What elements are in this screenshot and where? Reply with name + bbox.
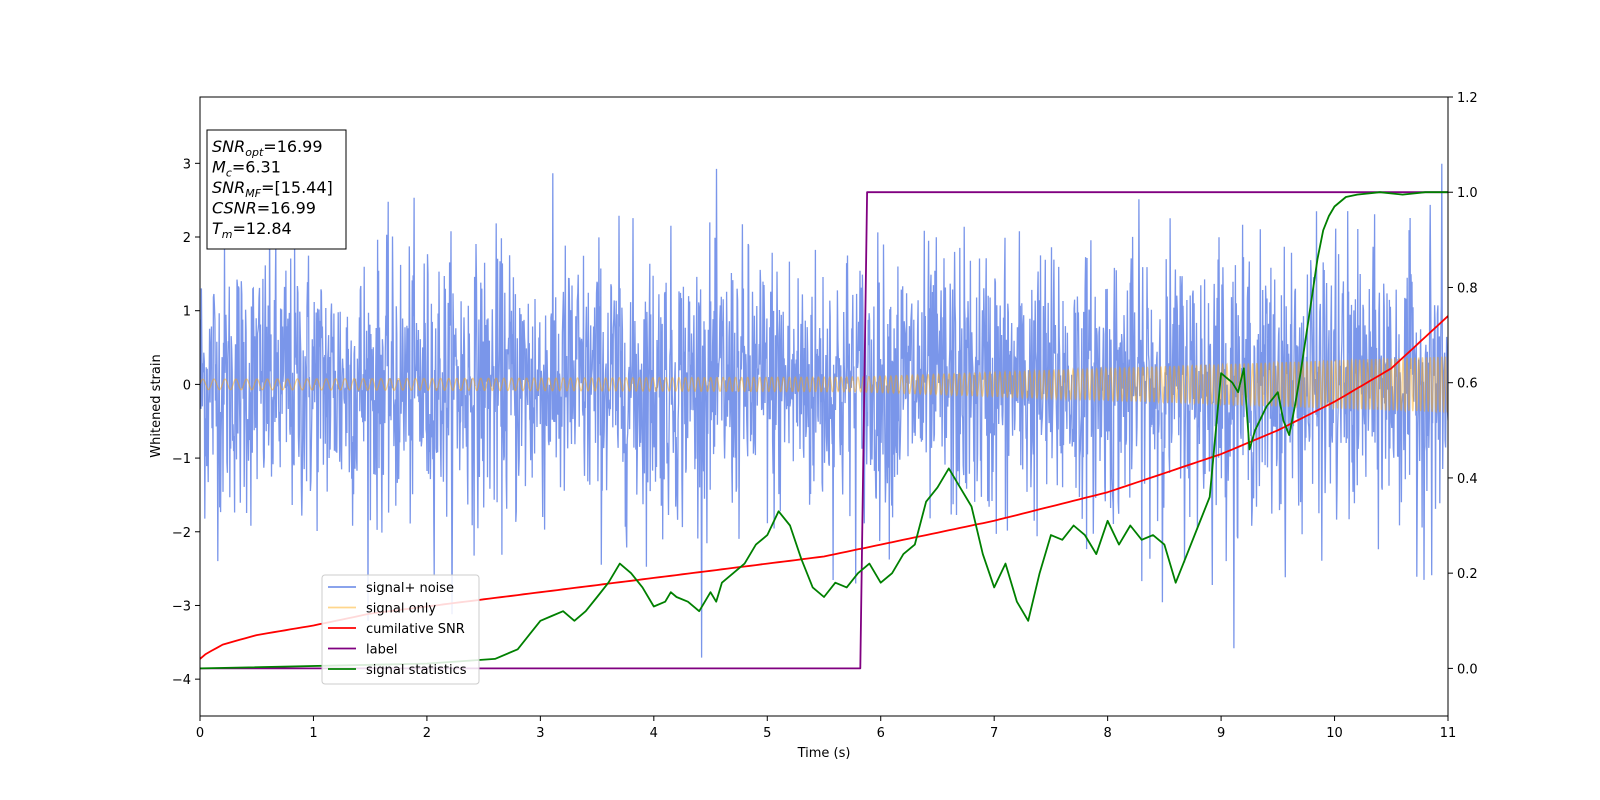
legend-entries: signal+ noise signal only cumilative SNR la… (328, 581, 467, 678)
x-tick-label: 5 (763, 726, 771, 741)
x-tick-label: 4 (650, 726, 658, 741)
legend-label: signal only (366, 602, 436, 617)
legend-frame (321, 574, 480, 685)
y-left-tick-label: 3 (183, 157, 191, 172)
annotation-symbol: SNR (212, 137, 245, 156)
annotation-value: =12.84 (233, 219, 292, 238)
annotation-subscript: opt (245, 146, 264, 159)
y-left-tick-label: −2 (172, 526, 191, 541)
annotation-lines: SNRopt=16.99Mc=6.31SNRMF=[15.44]CSNR=16.… (212, 137, 333, 241)
x-tick-label: 6 (877, 726, 885, 741)
annotation-line: SNRMF=[15.44] (212, 178, 333, 200)
annotation-symbol: T (212, 219, 223, 238)
annotation-symbol: CSNR (212, 199, 257, 218)
annotation-line: CSNR=16.99 (212, 199, 316, 218)
y-right-tick-label: 0.0 (1457, 662, 1478, 677)
annotation-box: SNRopt=16.99Mc=6.31SNRMF=[15.44]CSNR=16.… (206, 129, 347, 250)
annotation-line: SNRopt=16.99 (212, 137, 323, 159)
y-right-tick-label: 0.4 (1457, 472, 1478, 487)
y-axis-label: Whitened strain (149, 354, 164, 457)
annotation-line: Tm=12.84 (212, 219, 292, 241)
legend-label: label (366, 643, 397, 658)
annotation-value: =16.99 (263, 137, 322, 156)
x-tick-label: 8 (1103, 726, 1111, 741)
legend: signal+ noise signal only cumilative SNR la… (321, 574, 480, 685)
x-tick-label: 11 (1440, 726, 1457, 741)
annotation-subscript: m (222, 228, 233, 241)
y-right-tick-label: 0.6 (1457, 377, 1478, 392)
legend-label: cumilative SNR (366, 622, 465, 637)
annotation-frame (206, 129, 347, 250)
x-axis-label: Time (s) (797, 746, 851, 761)
x-tick-label: 2 (423, 726, 431, 741)
annotation-value: =16.99 (257, 199, 316, 218)
y-right-tick-label: 1.2 (1457, 91, 1478, 106)
series-signal-statistics (200, 191, 1448, 670)
plot-frame (199, 96, 1449, 717)
y-left-tick-label: −1 (172, 452, 191, 467)
y-left-tick-label: 0 (183, 378, 191, 393)
annotation-symbol: M (212, 158, 226, 177)
annotation-subscript: c (226, 167, 232, 180)
x-tick-label: 7 (990, 726, 998, 741)
y-axis-left: −4 −3 −2 −1 0 1 2 3 (172, 157, 200, 688)
x-tick-label: 9 (1217, 726, 1225, 741)
y-axis-right: 0.0 0.2 0.4 0.6 0.8 1.0 1.2 (1448, 91, 1478, 677)
annotation-value: =[15.44] (261, 178, 333, 197)
x-tick-label: 0 (196, 726, 204, 741)
annotation-subscript: MF (245, 187, 261, 200)
y-left-tick-label: −4 (172, 673, 191, 688)
y-right-tick-label: 1.0 (1457, 186, 1478, 201)
annotation-symbol: SNR (212, 178, 245, 197)
series-signal-only (200, 356, 1448, 414)
annotation-value: =6.31 (232, 158, 281, 177)
series-layer (200, 163, 1448, 670)
legend-label: signal+ noise (366, 581, 454, 596)
y-right-tick-label: 0.8 (1457, 281, 1478, 296)
x-tick-label: 10 (1326, 726, 1343, 741)
legend-label: signal statistics (366, 663, 467, 678)
y-left-tick-label: 2 (183, 231, 191, 246)
x-axis: 0 1 2 3 4 5 6 7 8 9 10 11 (196, 716, 1456, 741)
series-label (200, 191, 1448, 670)
y-left-tick-label: 1 (183, 305, 191, 320)
y-left-tick-label: −3 (172, 599, 191, 614)
x-tick-label: 3 (536, 726, 544, 741)
annotation-line: Mc=6.31 (212, 158, 281, 180)
x-tick-label: 1 (309, 726, 317, 741)
y-right-tick-label: 0.2 (1457, 567, 1478, 582)
